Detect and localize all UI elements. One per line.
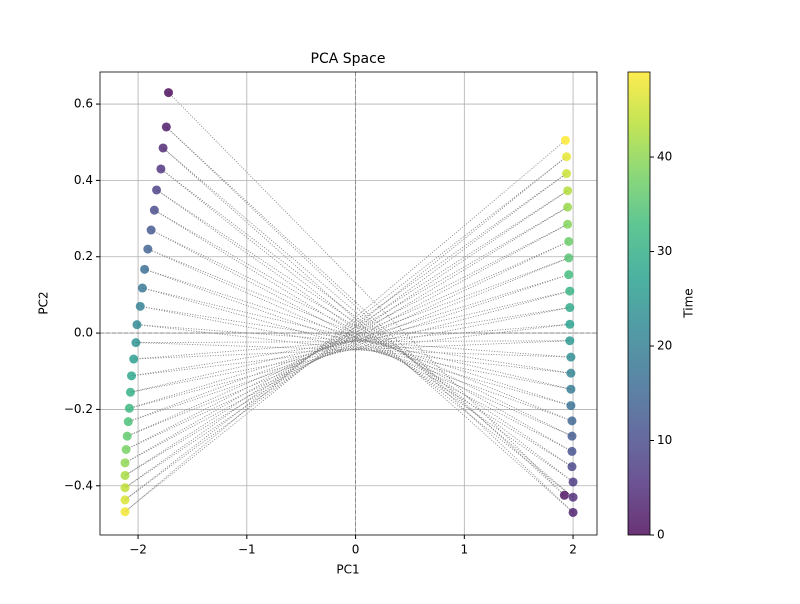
y-tick-label: 0.4 xyxy=(74,173,93,187)
plot-background xyxy=(100,72,597,535)
point xyxy=(566,368,576,378)
point xyxy=(560,135,570,145)
y-tick-label: −0.4 xyxy=(64,478,93,492)
point xyxy=(565,286,575,296)
y-tick-label: 0.2 xyxy=(74,249,93,263)
point xyxy=(146,225,156,235)
point xyxy=(140,264,150,274)
point xyxy=(152,185,162,195)
point xyxy=(156,164,166,174)
point xyxy=(120,458,130,468)
point xyxy=(120,483,130,493)
point xyxy=(149,205,159,215)
point xyxy=(564,236,574,246)
point xyxy=(125,387,135,397)
y-tick-label: 0.6 xyxy=(74,97,93,111)
point xyxy=(161,122,171,132)
chart-title: PCA Space xyxy=(311,51,386,67)
point xyxy=(567,462,577,472)
point xyxy=(564,253,574,263)
x-tick-label: 1 xyxy=(461,543,469,557)
point xyxy=(123,417,133,427)
point xyxy=(567,416,577,426)
point xyxy=(137,283,147,293)
point xyxy=(565,303,575,313)
point xyxy=(566,401,576,411)
point xyxy=(120,507,130,517)
point xyxy=(121,444,131,454)
colorbar-tick-label: 40 xyxy=(657,150,672,164)
point xyxy=(568,492,578,502)
point xyxy=(562,169,572,179)
y-axis-label: PC2 xyxy=(37,291,51,314)
point xyxy=(565,336,575,346)
point xyxy=(567,431,577,441)
point xyxy=(563,186,573,196)
x-axis-label: PC1 xyxy=(336,563,359,577)
point xyxy=(564,270,574,280)
point xyxy=(129,354,139,364)
point xyxy=(120,470,130,480)
point xyxy=(562,152,572,162)
point xyxy=(122,431,132,441)
point xyxy=(143,244,153,254)
point xyxy=(563,219,573,229)
colorbar-tick-label: 0 xyxy=(657,528,665,542)
point xyxy=(568,507,578,517)
colorbar-tick-label: 30 xyxy=(657,244,672,258)
x-tick-label: −2 xyxy=(129,543,147,557)
point xyxy=(565,319,575,329)
y-tick-label: −0.2 xyxy=(64,402,93,416)
point xyxy=(124,403,134,413)
colorbar xyxy=(627,71,651,536)
trajectory-line xyxy=(124,92,574,513)
colorbar-tick-label: 20 xyxy=(657,339,672,353)
point xyxy=(563,202,573,212)
point xyxy=(567,446,577,456)
point xyxy=(132,320,142,330)
point xyxy=(559,490,569,500)
x-tick-label: −1 xyxy=(238,543,256,557)
x-tick-label: 2 xyxy=(569,543,577,557)
point xyxy=(135,301,145,311)
point xyxy=(566,384,576,394)
point xyxy=(568,477,578,487)
point xyxy=(120,495,130,505)
colorbar-tick-label: 10 xyxy=(657,433,672,447)
point xyxy=(566,352,576,362)
y-tick-label: 0.0 xyxy=(74,326,93,340)
point xyxy=(131,338,141,348)
x-tick-label: 0 xyxy=(352,543,360,557)
point xyxy=(158,143,168,153)
plot-frame xyxy=(99,71,598,536)
point xyxy=(127,371,137,381)
point xyxy=(164,88,174,98)
colorbar-label: Time xyxy=(682,288,696,318)
